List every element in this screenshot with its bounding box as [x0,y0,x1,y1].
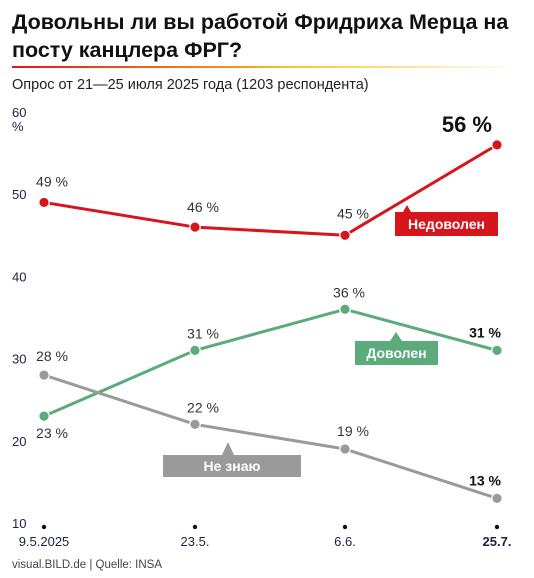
y-tick-label: 60 [12,105,26,120]
legend-badge-label: Доволен [366,345,426,361]
y-tick-label: 40 [12,269,26,284]
legend-badge-label: Не знаю [204,458,261,474]
data-label: 36 % [333,284,365,300]
data-label: 31 % [469,324,501,340]
data-label: 45 % [337,205,369,221]
legend-badge [163,455,301,477]
data-point [189,344,201,357]
chart-title: Довольны ли вы работой Фридриха Мерца на… [12,10,509,62]
legend-badge-pointer [222,442,234,455]
data-point [339,229,351,242]
data-label: 46 % [187,199,219,215]
data-label: 13 % [469,472,501,488]
x-tick-dot [342,524,348,530]
y-tick-label: 10 [12,516,26,531]
x-tick-label: 25.7. [483,534,512,549]
y-tick-label: 50 [12,187,26,202]
data-point [38,410,50,422]
series-line-2 [42,307,499,418]
chart-subtitle: Опрос от 21—25 июля 2025 года (1203 респ… [12,77,369,93]
legend-badge-label: Недоволен [408,216,485,232]
x-tick-dot [41,524,47,530]
x-tick-label: 9.5.2025 [19,534,70,549]
data-label: 28 % [36,348,68,364]
data-point [491,492,503,505]
data-label: 23 % [36,425,68,441]
y-unit-label: % [12,119,24,134]
data-label: 49 % [36,173,68,189]
data-point [491,139,503,151]
data-label: 19 % [337,423,369,439]
y-tick-label: 20 [12,434,26,449]
data-point [38,369,50,381]
legend-badge [355,341,438,365]
data-label: 31 % [187,325,219,341]
series-line-3 [42,373,499,500]
data-point [189,221,201,233]
x-tick-dot [494,524,500,530]
source-note: visual.BILD.de | Quelle: INSA [12,559,162,571]
data-point [491,344,503,357]
legend-badge [395,212,498,236]
title-divider [12,66,522,68]
data-point [189,418,201,431]
y-tick-label: 30 [12,352,26,367]
line-chart: 10 20 30 40 50 60% 9.5.2025 23.5. 6.6. 25.7. 49 % 4… [12,105,512,549]
data-label: 22 % [187,399,219,415]
legend-badge-pointer [403,205,411,212]
series-line-1 [42,143,499,237]
data-point [339,303,351,316]
legend-badge-pointer [390,332,402,341]
data-point [339,443,351,455]
data-point [38,196,50,209]
x-tick-label: 23.5. [181,534,210,549]
x-tick-label: 6.6. [334,534,356,549]
data-label: 56 % [442,112,492,137]
x-tick-dot [192,524,198,530]
